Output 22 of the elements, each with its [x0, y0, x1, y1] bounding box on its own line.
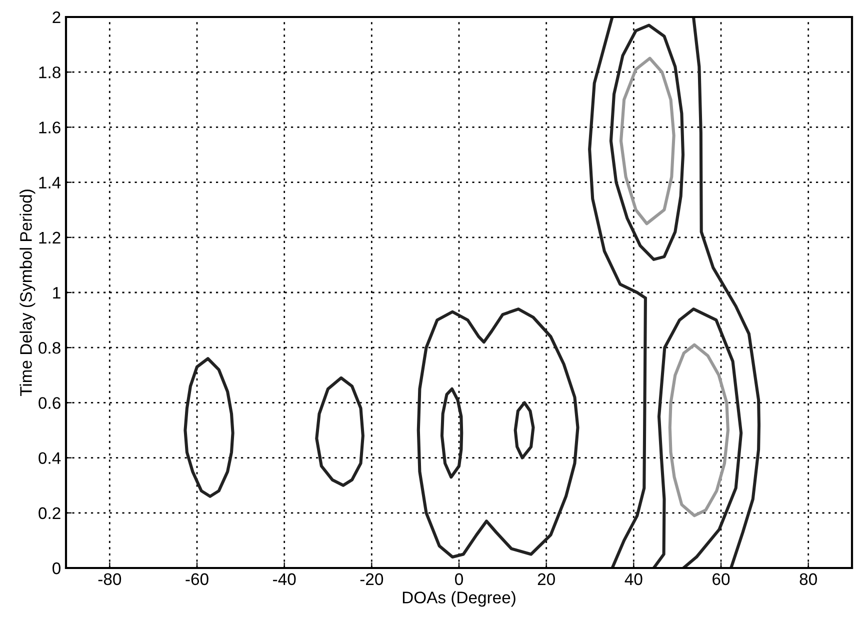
y-tick-label: 1.6	[39, 122, 60, 134]
y-tick-label: 1.4	[39, 176, 61, 188]
y-tick-label: 0.4	[38, 452, 61, 464]
y-axis-title: Time Delay (Symbol Period)	[20, 190, 36, 396]
x-tick-label: 20	[538, 573, 555, 586]
y-tick-label: 0	[52, 562, 60, 574]
x-tick-label: -20	[360, 573, 384, 586]
y-tick-label: 1	[53, 287, 60, 299]
x-tick-label: 40	[624, 573, 642, 586]
x-tick-label: 80	[800, 573, 817, 586]
y-tick-label: 1.8	[39, 66, 60, 78]
x-tick-label: -80	[98, 573, 122, 586]
x-tick-label: 0	[455, 573, 463, 586]
y-tick-label: 0.2	[38, 507, 60, 520]
y-tick-label: 0.8	[38, 342, 60, 354]
y-tick-label: 2	[52, 11, 60, 24]
y-tick-label: 1.2	[39, 232, 60, 244]
x-axis-title: DOAs (Degree)	[402, 591, 516, 607]
y-tick-label: 0.6	[38, 397, 60, 409]
x-tick-label: -40	[273, 573, 296, 586]
x-tick-label: -60	[186, 573, 208, 586]
x-tick-label: 60	[712, 573, 730, 586]
